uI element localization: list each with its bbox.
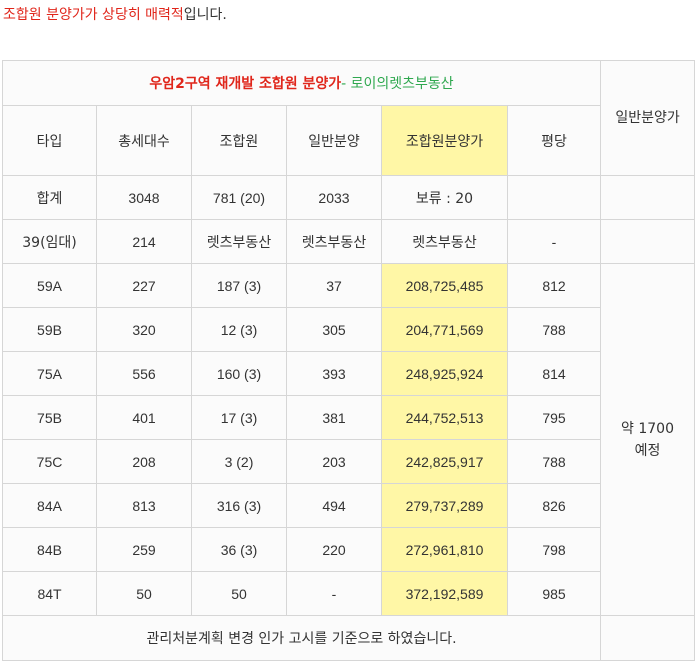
cell-general-price-empty xyxy=(600,219,695,264)
cell-total-units: 3048 xyxy=(96,175,192,220)
cell-general-sale: 렛츠부동산 xyxy=(286,219,382,264)
header-member: 조합원 xyxy=(191,105,287,176)
table-footnote: 관리처분계획 변경 인가 고시를 기준으로 하였습니다. xyxy=(1,615,602,661)
cell-total-units: 227 xyxy=(96,263,192,308)
table-row: 59B 320 12 (3) 305 204,771,569 788 xyxy=(2,307,695,352)
cell-general-price-empty xyxy=(600,175,695,220)
table-row: 84T 50 50 - 372,192,589 985 xyxy=(2,571,695,616)
cell-total-units: 320 xyxy=(96,307,192,352)
cell-total-units: 556 xyxy=(96,351,192,396)
cell-member: 781 (20) xyxy=(191,175,287,220)
cell-type: 84B xyxy=(2,527,97,572)
header-per-pyeong: 평당 xyxy=(506,105,602,176)
cell-per-pyeong: 985 xyxy=(506,571,602,616)
cell-type: 84A xyxy=(2,483,97,528)
cell-per-pyeong: 812 xyxy=(506,263,602,308)
cell-type: 합계 xyxy=(2,175,97,220)
cell-type: 75C xyxy=(2,439,97,484)
cell-general-sale: 494 xyxy=(286,483,382,528)
table-title-cell: 우암2구역 재개발 조합원 분양가- 로이의렛츠부동산 xyxy=(1,60,602,106)
cell-general-sale: 2033 xyxy=(286,175,382,220)
cell-member-price: 보류 : 20 xyxy=(381,175,508,220)
cell-general-sale: 393 xyxy=(286,351,382,396)
table-title: 우암2구역 재개발 조합원 분양가 xyxy=(149,76,342,92)
general-price-value: 약 1700 xyxy=(621,420,674,437)
cell-type: 84T xyxy=(2,571,97,616)
cell-footer-empty xyxy=(600,615,695,661)
cell-member-price: 208,725,485 xyxy=(381,263,508,308)
table-row: 75C 208 3 (2) 203 242,825,917 788 xyxy=(2,439,695,484)
general-price-note: 예정 xyxy=(634,442,661,459)
cell-general-sale: 305 xyxy=(286,307,382,352)
cell-per-pyeong: 795 xyxy=(506,395,602,440)
table-footer-row: 관리처분계획 변경 인가 고시를 기준으로 하였습니다. xyxy=(1,615,695,661)
cell-type: 75A xyxy=(2,351,97,396)
sale-price-table: 우암2구역 재개발 조합원 분양가- 로이의렛츠부동산 일반분양가 타입 총세대… xyxy=(1,60,695,661)
cell-member-price: 279,737,289 xyxy=(381,483,508,528)
cell-total-units: 208 xyxy=(96,439,192,484)
table-header-row: 타입 총세대수 조합원 일반분양 조합원분양가 평당 xyxy=(2,105,695,176)
cell-general-price: 약 1700 예정 xyxy=(600,263,695,616)
cell-general-sale: 220 xyxy=(286,527,382,572)
cell-per-pyeong: 788 xyxy=(506,307,602,352)
table-row: 84A 813 316 (3) 494 279,737,289 826 xyxy=(2,483,695,528)
cell-member: 160 (3) xyxy=(191,351,287,396)
intro-rest: 입니다. xyxy=(183,7,227,23)
cell-member: 17 (3) xyxy=(191,395,287,440)
cell-general-sale: 37 xyxy=(286,263,382,308)
cell-member: 187 (3) xyxy=(191,263,287,308)
cell-total-units: 259 xyxy=(96,527,192,572)
cell-member: 렛츠부동산 xyxy=(191,219,287,264)
cell-member: 3 (2) xyxy=(191,439,287,484)
cell-general-sale: 203 xyxy=(286,439,382,484)
cell-general-sale: 381 xyxy=(286,395,382,440)
cell-member-price: 렛츠부동산 xyxy=(381,219,508,264)
cell-member-price: 244,752,513 xyxy=(381,395,508,440)
cell-general-sale: - xyxy=(286,571,382,616)
cell-member-price: 372,192,589 xyxy=(381,571,508,616)
cell-member: 50 xyxy=(191,571,287,616)
header-general-sale: 일반분양 xyxy=(286,105,382,176)
cell-per-pyeong xyxy=(506,175,602,220)
table-title-source: - 로이의렛츠부동산 xyxy=(341,76,454,92)
cell-type: 39(임대) xyxy=(2,219,97,264)
intro-highlight: 조합원 분양가가 상당히 매력적 xyxy=(3,7,184,23)
cell-per-pyeong: - xyxy=(506,219,602,264)
table-row: 75B 401 17 (3) 381 244,752,513 795 xyxy=(2,395,695,440)
cell-total-units: 813 xyxy=(96,483,192,528)
intro-text: 조합원 분양가가 상당히 매력적입니다. xyxy=(3,5,227,25)
cell-type: 59A xyxy=(2,263,97,308)
cell-member-price: 248,925,924 xyxy=(381,351,508,396)
header-total-units: 총세대수 xyxy=(96,105,192,176)
cell-member: 316 (3) xyxy=(191,483,287,528)
cell-per-pyeong: 788 xyxy=(506,439,602,484)
header-general-price: 일반분양가 xyxy=(600,60,695,176)
table-row: 75A 556 160 (3) 393 248,925,924 814 xyxy=(2,351,695,396)
table-row: 39(임대) 214 렛츠부동산 렛츠부동산 렛츠부동산 - xyxy=(2,219,695,264)
table-row: 84B 259 36 (3) 220 272,961,810 798 xyxy=(2,527,695,572)
cell-per-pyeong: 826 xyxy=(506,483,602,528)
cell-per-pyeong: 798 xyxy=(506,527,602,572)
cell-member: 36 (3) xyxy=(191,527,287,572)
header-member-price: 조합원분양가 xyxy=(381,105,508,176)
cell-type: 59B xyxy=(2,307,97,352)
table-row: 합계 3048 781 (20) 2033 보류 : 20 xyxy=(2,175,695,220)
cell-per-pyeong: 814 xyxy=(506,351,602,396)
cell-total-units: 401 xyxy=(96,395,192,440)
cell-member: 12 (3) xyxy=(191,307,287,352)
cell-total-units: 50 xyxy=(96,571,192,616)
cell-total-units: 214 xyxy=(96,219,192,264)
cell-member-price: 242,825,917 xyxy=(381,439,508,484)
cell-member-price: 272,961,810 xyxy=(381,527,508,572)
header-type: 타입 xyxy=(2,105,97,176)
table-row: 59A 227 187 (3) 37 208,725,485 812 약 170… xyxy=(2,263,695,616)
table-title-row: 우암2구역 재개발 조합원 분양가- 로이의렛츠부동산 일반분양가 xyxy=(1,60,695,176)
cell-member-price: 204,771,569 xyxy=(381,307,508,352)
cell-type: 75B xyxy=(2,395,97,440)
